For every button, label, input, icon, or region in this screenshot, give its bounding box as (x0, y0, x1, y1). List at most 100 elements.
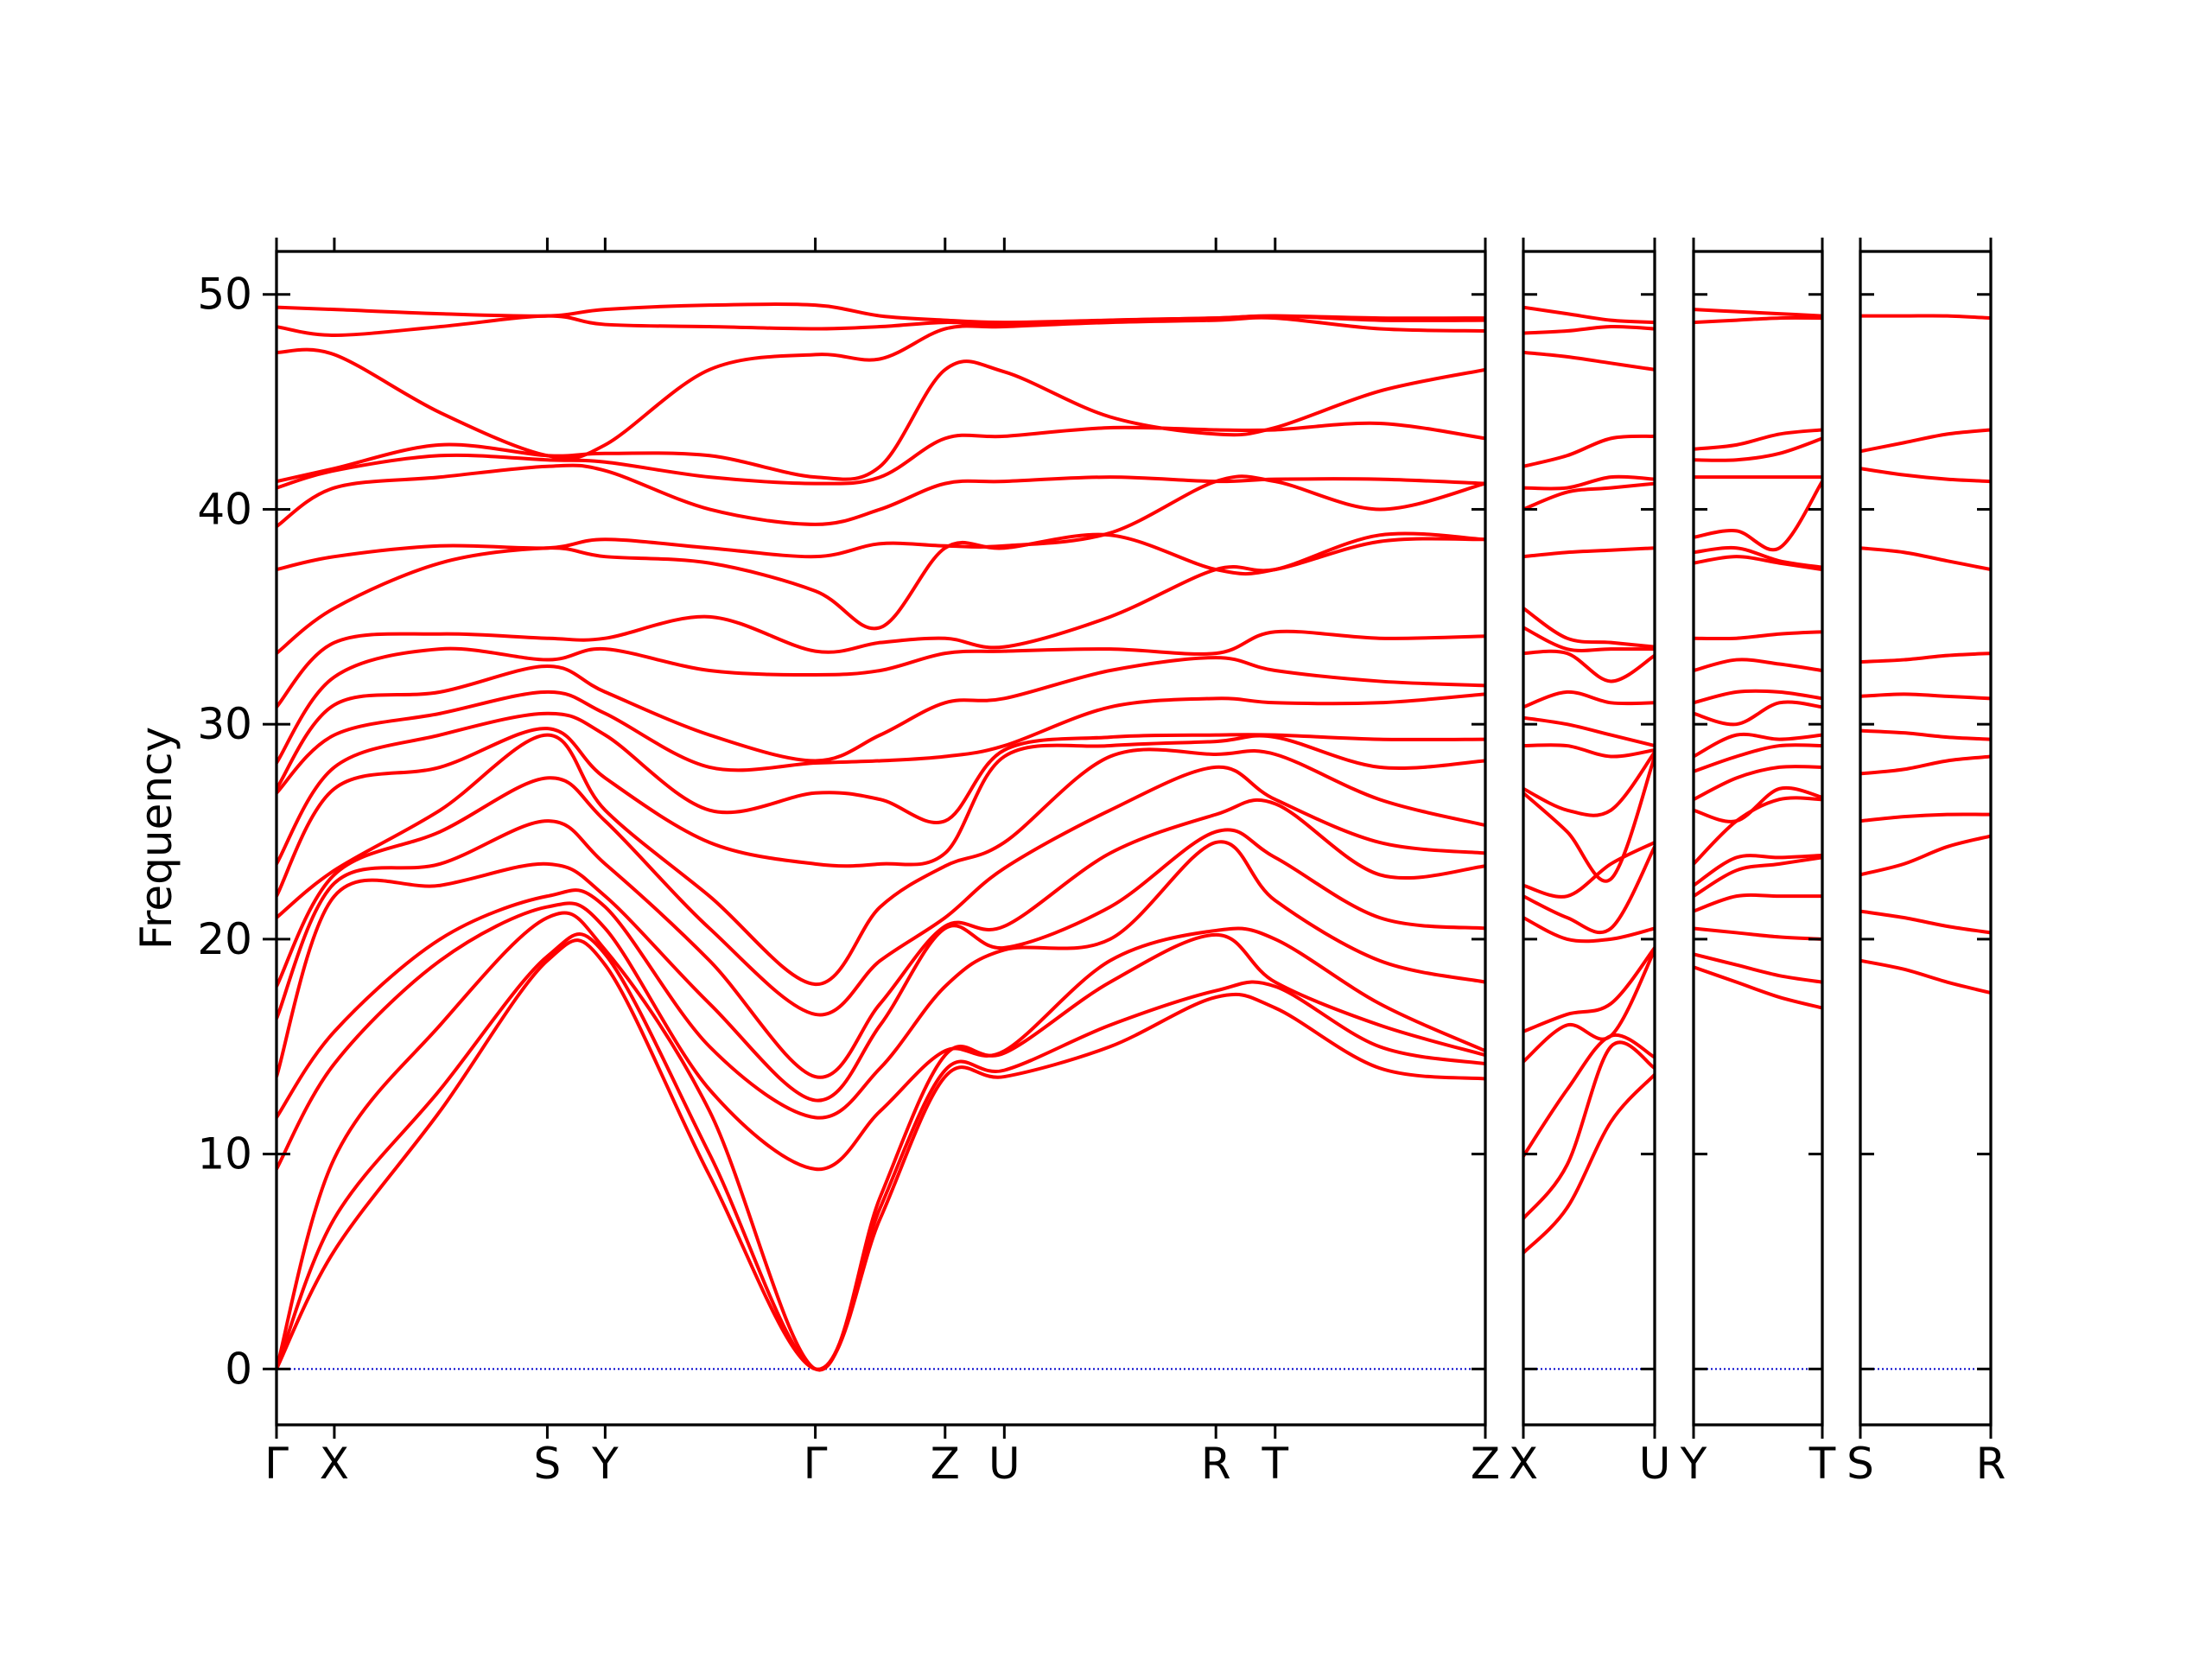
band (1860, 728, 1991, 741)
band (1523, 751, 1655, 817)
band (276, 656, 1485, 790)
x-tick-label: Γ (264, 1439, 289, 1489)
band (1523, 434, 1655, 468)
bands (1523, 305, 1655, 1370)
band (276, 798, 1485, 1079)
band (276, 314, 1485, 337)
band (276, 531, 1485, 655)
band (1694, 743, 1822, 773)
band (1523, 949, 1655, 1064)
x-tick-label: R (1976, 1439, 2006, 1489)
band (276, 711, 1485, 865)
band (1523, 1033, 1655, 1158)
band (276, 463, 1485, 529)
y-tick-label: 20 (197, 914, 252, 964)
band (1523, 546, 1655, 559)
band (1523, 755, 1655, 883)
band (1694, 765, 1822, 802)
x-tick-label: U (988, 1439, 1020, 1489)
x-tick-label: Γ (804, 1439, 828, 1489)
band (1523, 474, 1655, 491)
band (1694, 555, 1822, 572)
band (1694, 436, 1822, 462)
axes-frame (1692, 250, 1824, 1427)
y-tick-label: 10 (197, 1129, 252, 1179)
band (1694, 630, 1822, 641)
band (1860, 692, 1991, 701)
band (1523, 649, 1655, 683)
band (1523, 841, 1655, 899)
band (276, 302, 1485, 325)
band (1523, 715, 1655, 747)
band (1694, 796, 1822, 866)
y-tick-label: 30 (197, 699, 252, 749)
band (1523, 1073, 1655, 1255)
band (1523, 350, 1655, 372)
band (1860, 428, 1991, 454)
band (1860, 314, 1991, 321)
band (276, 315, 1485, 461)
band (276, 733, 1485, 987)
axes-frame (1522, 250, 1656, 1427)
axes-frame (1859, 250, 1993, 1427)
band (1523, 690, 1655, 709)
band (276, 690, 1485, 795)
x-tick-label: X (320, 1439, 349, 1489)
y-tick-label: 0 (225, 1344, 252, 1394)
band (1860, 834, 1991, 877)
bands (276, 302, 1485, 1372)
band (276, 932, 1485, 1371)
y-axis-label: Frequency (131, 727, 181, 950)
band (276, 840, 1485, 1120)
band (1694, 315, 1822, 325)
x-tick-label: X (1509, 1439, 1538, 1489)
band (1860, 546, 1991, 572)
band (1694, 893, 1822, 913)
x-tick-label: Y (591, 1439, 619, 1489)
x-tick-label: R (1201, 1439, 1231, 1489)
band (1694, 700, 1822, 727)
band (1860, 754, 1991, 776)
band (1523, 916, 1655, 944)
y-tick-label: 40 (197, 484, 252, 534)
x-tick-label: S (534, 1439, 562, 1489)
band (1694, 855, 1822, 898)
x-tick-label: Y (1680, 1439, 1707, 1489)
x-tick-label: S (1847, 1439, 1874, 1489)
band (1694, 689, 1822, 705)
band (1694, 965, 1822, 1010)
band (1523, 607, 1655, 649)
band (1523, 626, 1655, 652)
band (1860, 467, 1991, 484)
band (276, 828, 1485, 1103)
band (1694, 480, 1822, 552)
band (1694, 658, 1822, 672)
x-tick-label: Z (931, 1439, 960, 1489)
band (276, 359, 1485, 484)
band (1523, 743, 1655, 759)
band (1694, 732, 1822, 759)
band (1694, 545, 1822, 569)
band (276, 765, 1485, 1017)
band (1860, 958, 1991, 995)
band (1523, 846, 1655, 935)
band (1523, 1040, 1655, 1220)
band (1523, 325, 1655, 335)
band (276, 901, 1485, 1172)
x-tick-label: U (1639, 1439, 1671, 1489)
band (276, 911, 1485, 1372)
bands (1694, 308, 1822, 1370)
band (1523, 946, 1655, 1033)
bands (1860, 314, 1991, 1370)
band (1860, 652, 1991, 664)
band (1694, 308, 1822, 318)
y-tick-label: 50 (197, 270, 252, 320)
x-tick-label: Z (1471, 1439, 1500, 1489)
band (1694, 428, 1822, 451)
band (1523, 305, 1655, 325)
band (1860, 909, 1991, 935)
band (1694, 785, 1822, 823)
band (1694, 853, 1822, 887)
band (1694, 952, 1822, 984)
